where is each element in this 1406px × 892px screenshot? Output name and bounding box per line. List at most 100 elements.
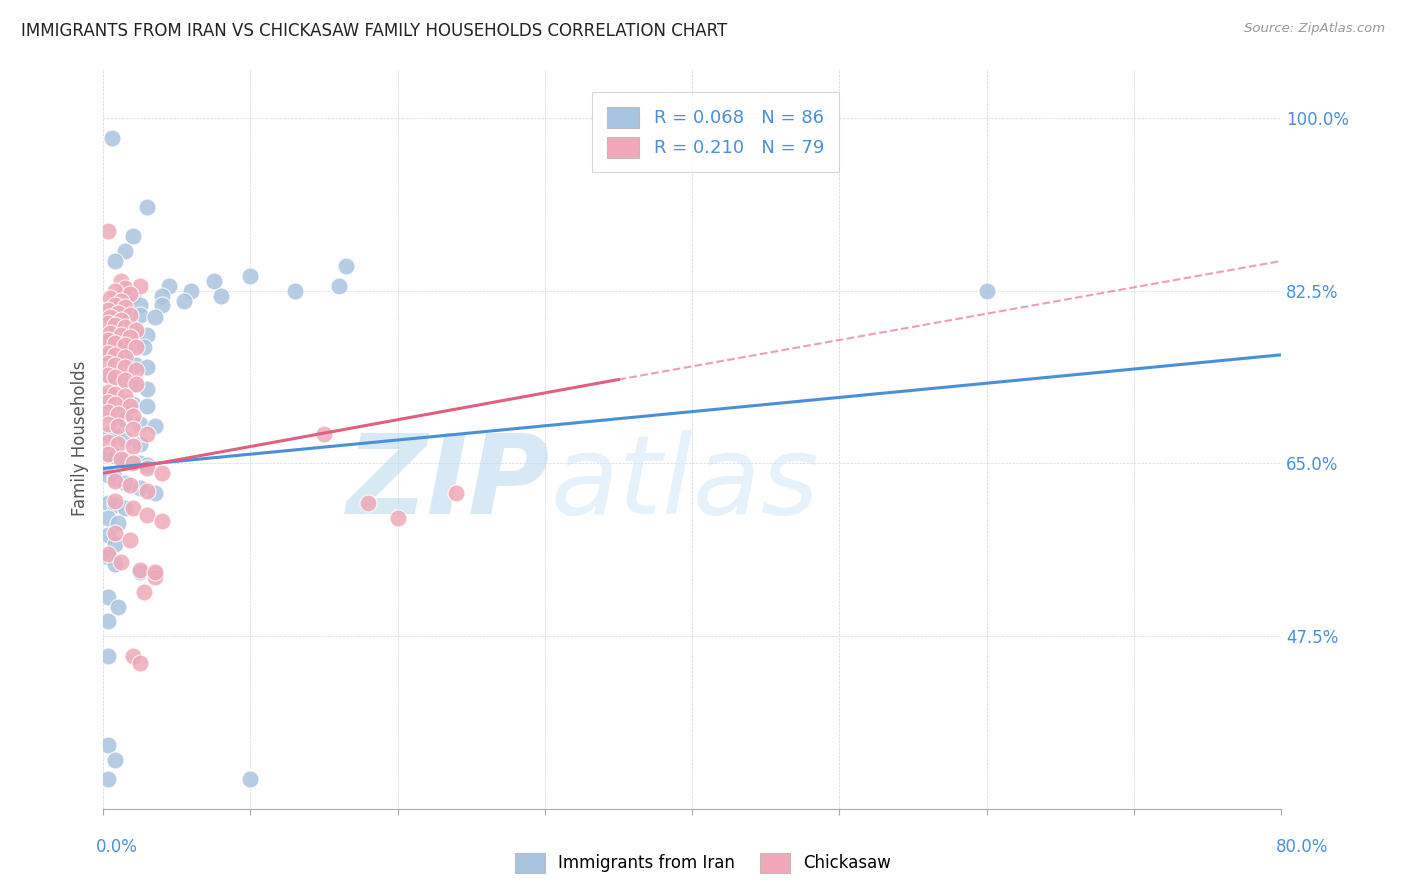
Point [96,385,118,400]
Point [96,550,118,565]
Point [136,328,159,343]
Point [976,284,998,298]
Legend: Immigrants from Iran, Chickasaw: Immigrants from Iran, Chickasaw [508,847,898,880]
Point [104,494,127,508]
Point [96,368,118,382]
Point [96,405,118,419]
Point [124,362,146,376]
Point [96,426,118,441]
Point [136,426,159,441]
Point [107,418,129,433]
Point [118,330,141,344]
Point [114,350,136,364]
Point [107,334,129,349]
Point [96,648,118,663]
Point [387,510,409,524]
Point [104,350,127,364]
Point [118,318,141,333]
Point [104,336,127,351]
Point [96,303,118,318]
Point [239,268,262,283]
Point [112,395,135,409]
Point [104,387,127,401]
Point [96,368,118,382]
Point [180,284,202,298]
Point [143,567,166,582]
Point [124,358,146,372]
Point [129,309,152,323]
Point [104,318,127,333]
Point [96,738,118,752]
Point [104,429,127,443]
Point [143,310,166,325]
Point [110,328,132,343]
Point [129,417,152,431]
Text: 0.0%: 0.0% [96,838,138,856]
Point [312,426,335,441]
Point [96,434,118,449]
Point [357,496,380,510]
Point [136,200,159,214]
Point [121,439,143,453]
Point [96,547,118,561]
Point [104,449,127,463]
Point [150,467,173,481]
Point [114,320,136,334]
Point [209,288,232,302]
Point [118,533,141,548]
Point [96,496,118,510]
Point [121,288,143,302]
Point [114,476,136,491]
Point [104,525,127,540]
Point [100,303,122,318]
Point [283,284,305,298]
Point [129,563,152,577]
Point [104,348,127,362]
Point [104,397,127,411]
Text: IMMIGRANTS FROM IRAN VS CHICKASAW FAMILY HOUSEHOLDS CORRELATION CHART: IMMIGRANTS FROM IRAN VS CHICKASAW FAMILY… [21,22,727,40]
Point [96,224,118,238]
Point [143,418,166,433]
Text: ZIP: ZIP [347,430,551,537]
Point [104,298,127,312]
Point [129,436,152,450]
Point [118,286,141,301]
Point [121,229,143,244]
Point [104,498,127,512]
Point [124,340,146,354]
Point [104,284,127,298]
Point [96,510,118,524]
Point [124,323,146,337]
Point [114,281,136,295]
Point [121,397,143,411]
Point [104,369,127,384]
Point [104,557,127,571]
Point [328,278,350,293]
Legend: R = 0.068   N = 86, R = 0.210   N = 79: R = 0.068 N = 86, R = 0.210 N = 79 [592,93,839,172]
Point [96,446,118,460]
Y-axis label: Family Households: Family Households [72,361,89,516]
Point [114,325,136,339]
Text: 80.0%: 80.0% [1277,838,1329,856]
Point [129,278,152,293]
Point [143,486,166,500]
Point [118,478,141,492]
Point [107,306,129,320]
Point [114,244,136,259]
Point [104,537,127,551]
Point [104,392,127,407]
Point [121,648,143,663]
Point [104,753,127,767]
Point [129,565,152,579]
Point [114,309,136,323]
Point [129,457,152,471]
Point [150,298,173,312]
Point [100,291,122,305]
Point [118,399,141,413]
Point [96,615,118,629]
Text: Source: ZipAtlas.com: Source: ZipAtlas.com [1244,22,1385,36]
Point [104,474,127,488]
Point [114,352,136,367]
Point [150,288,173,302]
Point [96,407,118,421]
